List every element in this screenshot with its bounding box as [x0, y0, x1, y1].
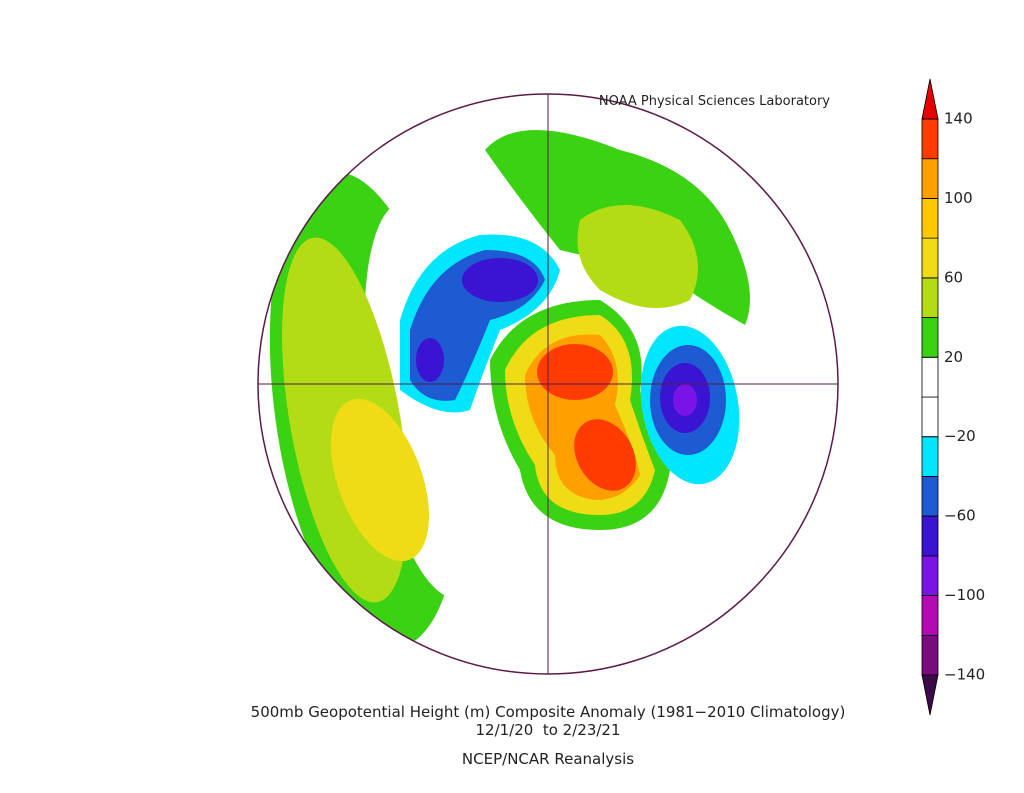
- colorbar-bin: [921, 237, 939, 279]
- colorbar-bin: [921, 436, 939, 477]
- colorbar-bin: [921, 674, 939, 716]
- contour-darkblue: [462, 258, 538, 302]
- colorbar-bin: [921, 78, 939, 120]
- header-title: NOAA Physical Sciences Laboratory: [599, 94, 830, 109]
- colorbar-tick-label: 140: [944, 110, 973, 128]
- contour-red: [537, 344, 613, 400]
- contour-violet: [673, 384, 697, 416]
- colorbar-bin: [921, 118, 939, 160]
- contour-darkblue: [416, 338, 444, 382]
- colorbar-bin: [921, 158, 939, 199]
- colorbar: −140 −100 −60 −20 20 60 100 140: [921, 78, 985, 716]
- anomaly-map: [258, 94, 838, 674]
- colorbar-tick-label: 20: [944, 348, 963, 366]
- colorbar-bin: [921, 476, 939, 517]
- caption-line: 12/1/20 to 2/23/21: [475, 721, 620, 739]
- colorbar-bin: [921, 317, 939, 358]
- colorbar-bin: [921, 555, 939, 596]
- colorbar-bin: [921, 396, 939, 438]
- colorbar-bin: [921, 515, 939, 557]
- colorbar-tick-label: 60: [944, 268, 963, 286]
- caption-line: NCEP/NCAR Reanalysis: [462, 750, 634, 768]
- colorbar-tick-label: −140: [944, 666, 985, 684]
- colorbar-bin: [921, 634, 939, 676]
- colorbar-bin: [921, 198, 939, 239]
- contour-yellowgreen: [577, 205, 698, 308]
- colorbar-tick-label: 100: [944, 189, 973, 207]
- colorbar-bin: [921, 356, 939, 398]
- colorbar-tick-label: −60: [944, 507, 976, 525]
- caption-line: 500mb Geopotential Height (m) Composite …: [251, 703, 846, 721]
- contour-red: [574, 419, 636, 491]
- colorbar-bin: [921, 277, 939, 318]
- colorbar-bin: [921, 595, 939, 636]
- contour-yellow: [330, 398, 430, 562]
- colorbar-tick-label: −20: [944, 427, 976, 445]
- colorbar-tick-label: −100: [944, 586, 985, 604]
- globe-outline: [257, 93, 839, 675]
